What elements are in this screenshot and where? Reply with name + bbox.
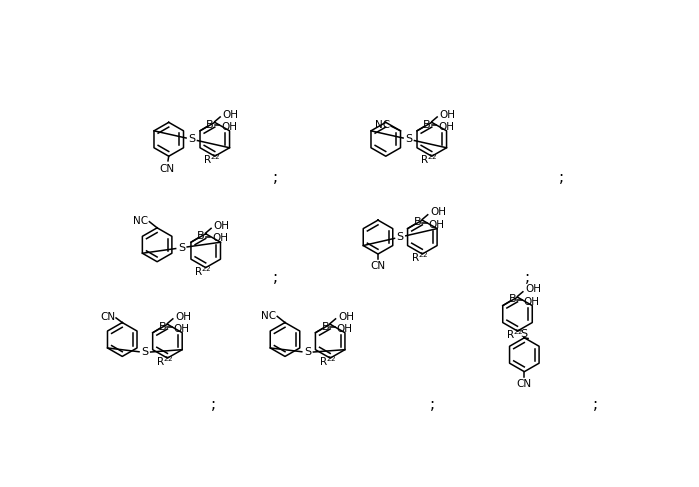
Text: OH: OH xyxy=(173,324,189,334)
Text: CN: CN xyxy=(159,164,175,174)
Text: R$^{22}$: R$^{22}$ xyxy=(194,264,212,278)
Text: R$^{22}$: R$^{22}$ xyxy=(156,354,173,368)
Text: OH: OH xyxy=(336,324,352,334)
Text: OH: OH xyxy=(221,122,237,132)
Text: OH: OH xyxy=(525,284,541,295)
Text: R$^{22}$: R$^{22}$ xyxy=(411,250,428,264)
Text: R$^{22}$: R$^{22}$ xyxy=(506,327,524,341)
Text: S: S xyxy=(521,329,528,339)
Text: CN: CN xyxy=(100,312,115,322)
Text: NC: NC xyxy=(375,120,391,131)
Text: R$^{22}$: R$^{22}$ xyxy=(203,152,221,166)
Text: S: S xyxy=(304,347,311,357)
Text: R$^{22}$: R$^{22}$ xyxy=(319,354,336,368)
Text: S: S xyxy=(178,243,185,253)
Text: S: S xyxy=(396,232,404,242)
Text: OH: OH xyxy=(338,312,354,321)
Text: ;: ; xyxy=(273,270,278,285)
Text: ;: ; xyxy=(273,170,278,185)
Text: ;: ; xyxy=(593,397,598,412)
Text: B: B xyxy=(414,218,421,227)
Text: CN: CN xyxy=(370,261,386,271)
Text: ;: ; xyxy=(210,397,215,412)
Text: R$^{22}$: R$^{22}$ xyxy=(420,152,438,166)
Text: S: S xyxy=(141,347,148,357)
Text: S: S xyxy=(188,134,195,144)
Text: CN: CN xyxy=(517,378,532,389)
Text: ;: ; xyxy=(525,270,530,285)
Text: ;: ; xyxy=(430,397,435,412)
Text: OH: OH xyxy=(213,221,229,231)
Text: B: B xyxy=(206,120,214,130)
Text: S: S xyxy=(405,134,412,144)
Text: OH: OH xyxy=(175,312,191,321)
Text: OH: OH xyxy=(440,110,456,120)
Text: OH: OH xyxy=(438,122,454,132)
Text: NC: NC xyxy=(261,311,277,320)
Text: OH: OH xyxy=(428,220,445,230)
Text: B: B xyxy=(322,321,329,332)
Text: B: B xyxy=(197,231,205,241)
Text: OH: OH xyxy=(524,297,540,307)
Text: B: B xyxy=(509,295,517,304)
Text: OH: OH xyxy=(212,233,228,244)
Text: ;: ; xyxy=(559,170,564,185)
Text: B: B xyxy=(424,120,431,130)
Text: OH: OH xyxy=(430,207,446,217)
Text: OH: OH xyxy=(222,110,238,120)
Text: NC: NC xyxy=(134,216,149,226)
Text: B: B xyxy=(159,321,166,332)
